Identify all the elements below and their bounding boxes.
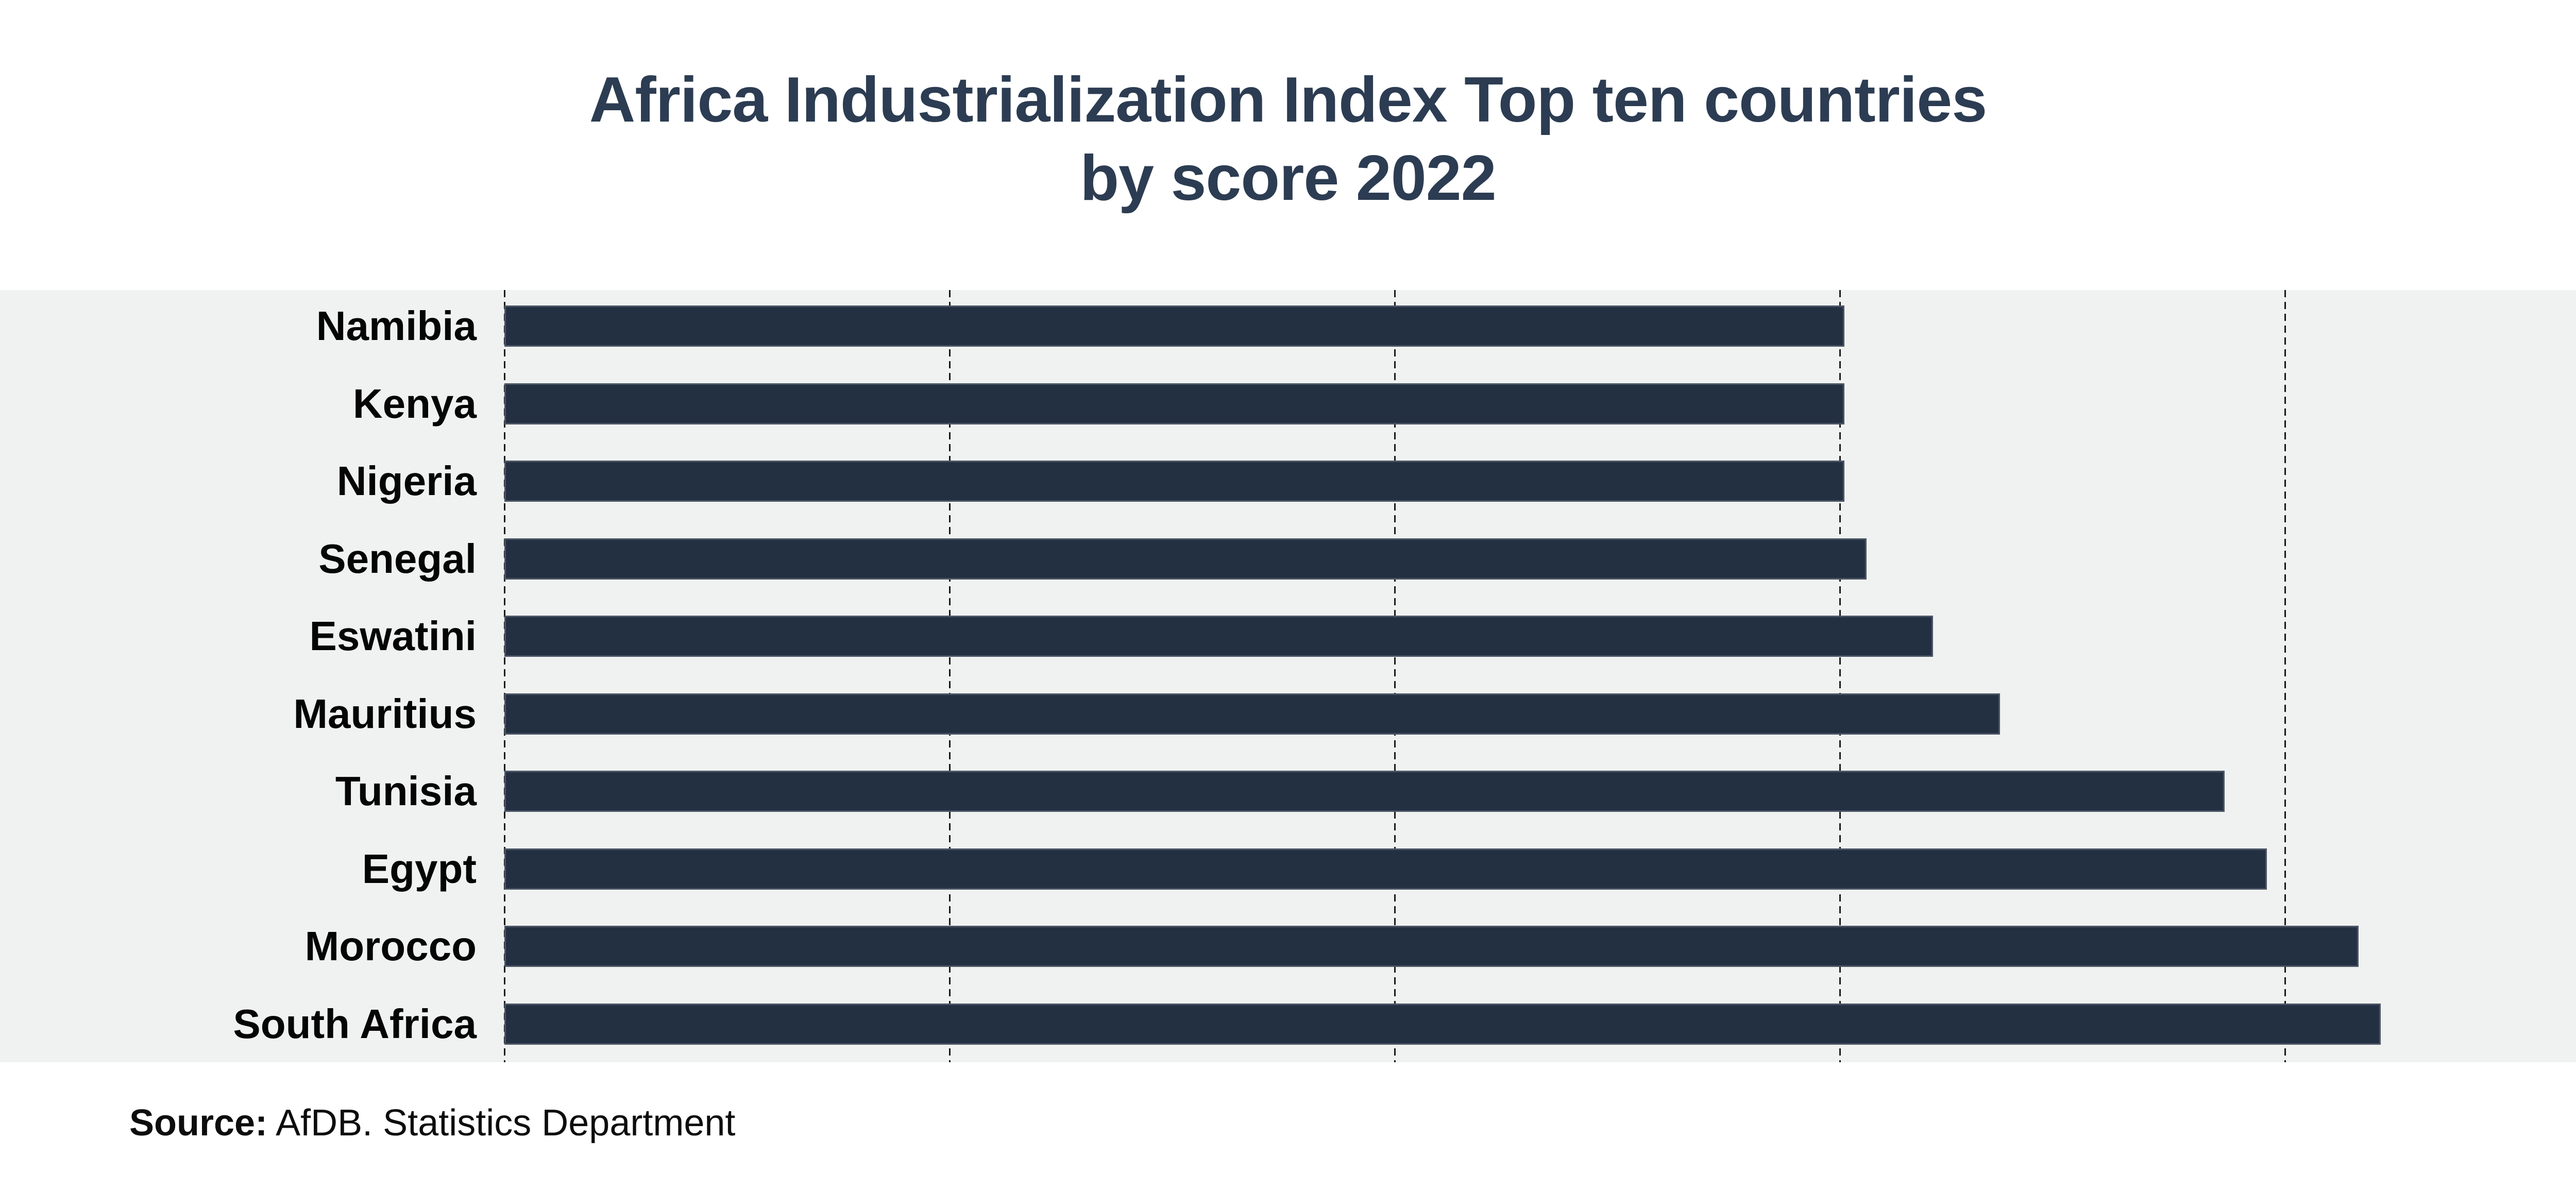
- category-label-south-africa: South Africa: [233, 1000, 477, 1047]
- bar-morocco: [504, 926, 2359, 967]
- bar-mauritius: [504, 693, 2000, 735]
- plot-area: Namibia Kenya Nigeria Senegal Eswatini Maurit…: [0, 290, 2576, 1062]
- gridline-0: [503, 290, 505, 1062]
- category-label-nigeria: Nigeria: [336, 458, 477, 504]
- bar-namibia: [504, 305, 1844, 347]
- gridline-0.4: [1394, 290, 1396, 1062]
- bar-nigeria: [504, 461, 1844, 502]
- source-text: AfDB. Statistics Department: [267, 1102, 736, 1144]
- bar-senegal: [504, 538, 1867, 580]
- gridline-0.6: [1839, 290, 1841, 1062]
- gridline-0.8: [2284, 290, 2286, 1062]
- category-label-egypt: Egypt: [362, 845, 477, 892]
- category-label-morocco: Morocco: [304, 923, 477, 969]
- source-label: Source:: [129, 1102, 268, 1144]
- category-label-senegal: Senegal: [318, 535, 477, 582]
- chart-title-line2: by score 2022: [1080, 143, 1496, 214]
- chart-title-line1: Africa Industrialization Index Top ten c…: [589, 64, 1987, 135]
- gridline-0.2: [948, 290, 951, 1062]
- bar-south-africa: [504, 1003, 2381, 1045]
- source-note: Source: AfDB. Statistics Department: [129, 1101, 735, 1145]
- category-label-kenya: Kenya: [352, 380, 477, 427]
- category-label-mauritius: Mauritius: [293, 690, 477, 737]
- chart-title: Africa Industrialization Index Top ten c…: [0, 61, 2576, 217]
- bar-egypt: [504, 848, 2267, 890]
- category-label-namibia: Namibia: [316, 303, 477, 349]
- bar-kenya: [504, 383, 1844, 424]
- bar-tunisia: [504, 771, 2225, 812]
- category-label-tunisia: Tunisia: [335, 768, 477, 814]
- category-label-eswatini: Eswatini: [309, 613, 477, 659]
- bar-eswatini: [504, 616, 1933, 657]
